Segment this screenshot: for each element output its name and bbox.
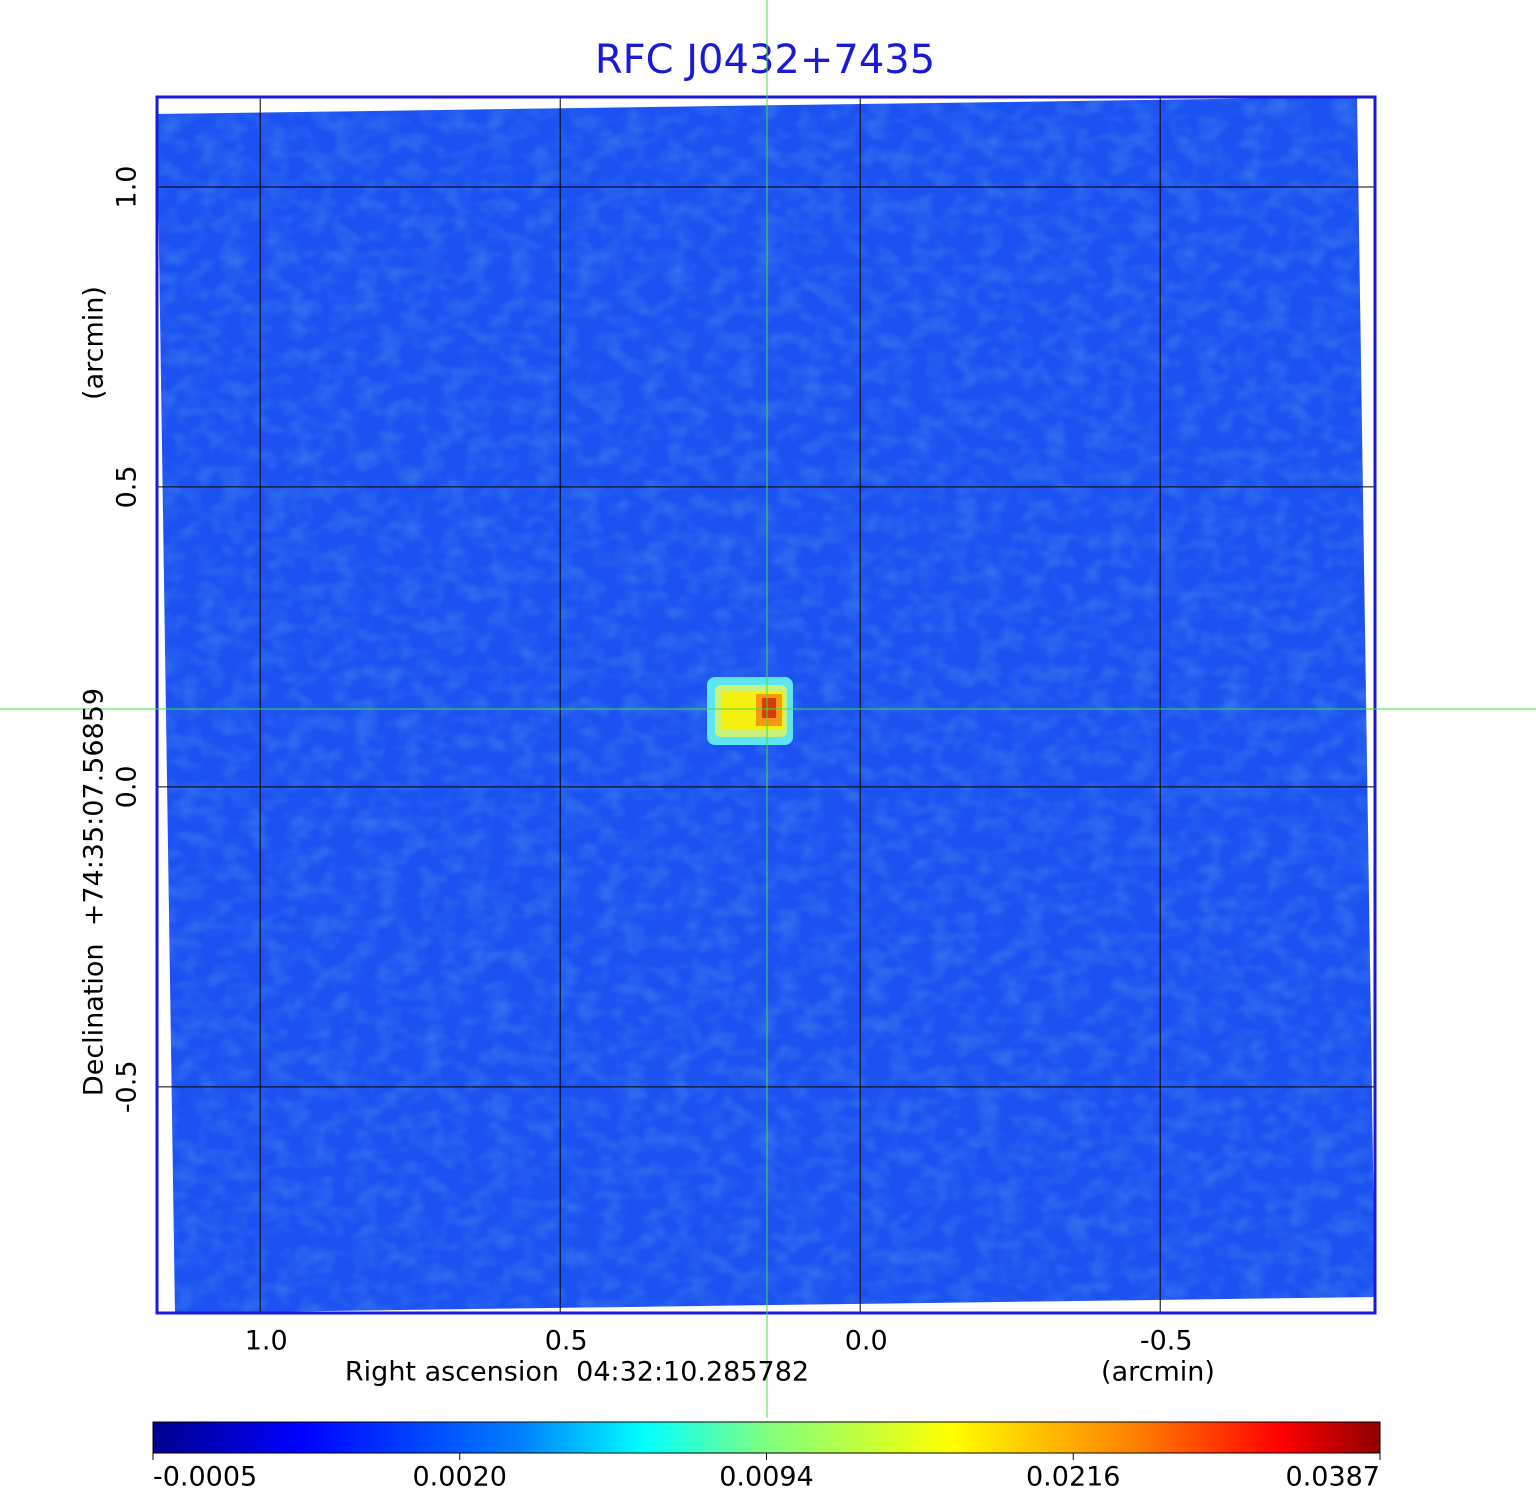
x-axis-label: Right ascension 04:32:10.285782 xyxy=(345,1357,809,1388)
colorbar-tick-label: 0.0020 xyxy=(413,1462,507,1493)
colorbar-tick-label: 0.0094 xyxy=(719,1462,813,1493)
x-tick-label: -0.5 xyxy=(1140,1326,1193,1357)
image xyxy=(157,97,1375,1313)
colorbar-tick-label: 0.0216 xyxy=(1026,1462,1120,1493)
y-tick-label: 0.0 xyxy=(112,765,143,808)
plot-frame xyxy=(155,95,1377,1315)
x-tick-label: 1.0 xyxy=(245,1326,288,1357)
y-tick-label: 1.0 xyxy=(112,166,143,209)
colorbar-tick-label: 0.0387 xyxy=(1286,1462,1380,1493)
x-tick-label: 0.5 xyxy=(545,1326,588,1357)
x-axis-unit: (arcmin) xyxy=(1101,1357,1215,1388)
y-axis-label: Declination +74:35:07.56859 xyxy=(79,688,110,1096)
colorbar-tick-label: -0.0005 xyxy=(153,1462,257,1493)
chart-title: RFC J0432+7435 xyxy=(595,37,935,83)
y-axis-unit: (arcmin) xyxy=(79,286,110,400)
y-tick-label: -0.5 xyxy=(112,1060,143,1113)
colorbar xyxy=(152,1421,1381,1454)
y-tick-label: 0.5 xyxy=(112,465,143,508)
x-tick-label: 0.0 xyxy=(845,1326,888,1357)
